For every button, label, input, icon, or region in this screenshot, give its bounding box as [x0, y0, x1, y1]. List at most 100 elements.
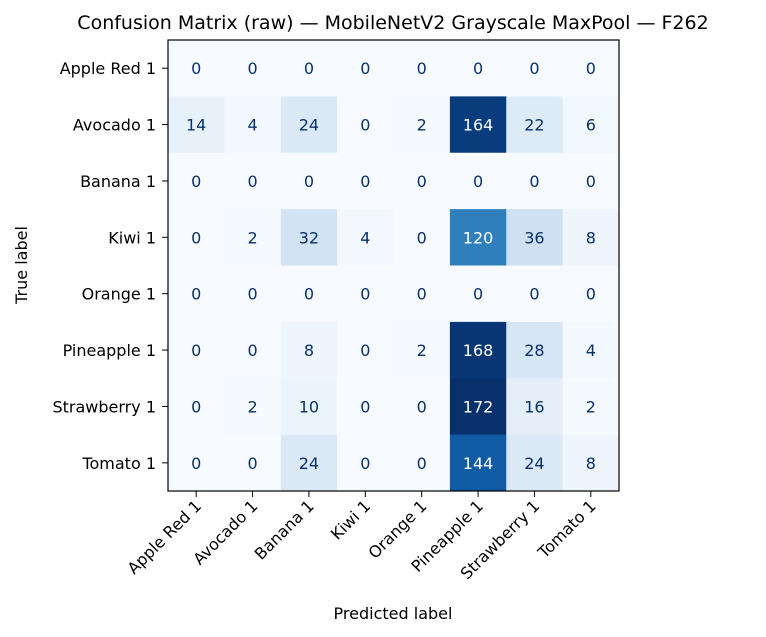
- heatmap-cell: [168, 152, 225, 210]
- cell-value-label: 0: [247, 59, 257, 78]
- x-axis-label: Predicted label: [334, 604, 453, 623]
- heatmap-cell: [168, 434, 225, 492]
- cell-value-label: 144: [463, 454, 494, 473]
- heatmap-cell: [562, 378, 620, 436]
- heatmap-cell: [168, 40, 225, 97]
- cell-value-label: 24: [299, 454, 319, 473]
- heatmap-cell: [449, 265, 507, 323]
- heatmap-cell: [506, 378, 564, 436]
- heatmap-cell: [224, 152, 282, 210]
- cell-value-label: 0: [473, 59, 483, 78]
- cell-value-label: 24: [299, 116, 319, 135]
- cell-value-label: 0: [304, 172, 314, 191]
- heatmap-cell: [393, 321, 451, 379]
- cell-value-label: 2: [247, 228, 257, 247]
- cell-value-label: 0: [191, 397, 201, 416]
- heatmap-cell: [224, 378, 282, 436]
- cell-value-label: 0: [247, 285, 257, 304]
- cell-value-label: 0: [473, 285, 483, 304]
- cell-value-label: 168: [463, 341, 494, 360]
- cell-value-label: 0: [191, 228, 201, 247]
- cell-value-label: 4: [360, 228, 370, 247]
- heatmap-cell: [562, 96, 620, 154]
- cell-value-label: 0: [586, 59, 596, 78]
- heatmap-cell: [337, 40, 394, 97]
- cell-value-label: 164: [463, 116, 494, 135]
- heatmap-cell: [562, 40, 620, 97]
- cell-value-label: 0: [417, 454, 427, 473]
- cell-value-label: 24: [524, 454, 544, 473]
- y-axis-ticks: Apple Red 1 Avocado 1 Banana 1 Kiwi 1 Orange…: [52, 59, 168, 473]
- heatmap-cell: [393, 209, 451, 266]
- cell-value-label: 2: [417, 116, 427, 135]
- cell-value-label: 0: [586, 172, 596, 191]
- cell-value-label: 28: [524, 341, 544, 360]
- heatmap-cell: [393, 40, 451, 97]
- heatmap-cell: [337, 152, 394, 210]
- cell-value-label: 8: [586, 454, 596, 473]
- x-tick-label: Apple Red 1: [123, 496, 205, 578]
- cell-value-label: 0: [417, 59, 427, 78]
- cell-value-label: 0: [360, 397, 370, 416]
- heatmap-cell: [393, 96, 451, 154]
- heatmap-cell: [337, 321, 394, 379]
- cell-value-label: 120: [463, 228, 494, 247]
- heatmap-cell: [280, 378, 338, 436]
- heatmap-cell: [280, 96, 338, 154]
- cell-value-label: 6: [586, 116, 596, 135]
- heatmap-cell: [506, 40, 564, 97]
- heatmap-cell: [337, 378, 394, 436]
- cell-value-label: 0: [360, 172, 370, 191]
- cell-value-label: 22: [524, 116, 544, 135]
- cell-value-label: 4: [247, 116, 257, 135]
- cell-value-label: 0: [417, 397, 427, 416]
- heatmap-cell: [168, 265, 225, 323]
- cell-value-label: 0: [304, 59, 314, 78]
- cell-value-label: 0: [417, 285, 427, 304]
- heatmap-cell: [280, 265, 338, 323]
- heatmap-cell: [449, 152, 507, 210]
- heatmap-cell: [562, 209, 620, 266]
- cell-value-label: 2: [586, 397, 596, 416]
- heatmap-cell: [562, 321, 620, 379]
- cell-value-label: 2: [417, 341, 427, 360]
- y-tick-label: Apple Red 1: [60, 59, 156, 78]
- heatmap-cell: [506, 152, 564, 210]
- cell-value-label: 0: [417, 172, 427, 191]
- cell-value-label: 0: [360, 59, 370, 78]
- cell-value-label: 0: [360, 285, 370, 304]
- y-axis-label: True label: [12, 226, 31, 305]
- heatmap-cell: [393, 434, 451, 492]
- heatmap-cell: [506, 209, 564, 266]
- cell-value-label: 0: [360, 454, 370, 473]
- cell-value-label: 10: [299, 397, 319, 416]
- heatmap-cell: [168, 96, 225, 154]
- cell-value-label: 36: [524, 228, 544, 247]
- y-tick-label: Pineapple 1: [63, 341, 156, 360]
- cell-value-label: 4: [586, 341, 596, 360]
- heatmap-cell: [280, 321, 338, 379]
- cell-value-label: 16: [524, 397, 544, 416]
- heatmap-cell: [449, 96, 507, 154]
- heatmap-cell: [280, 40, 338, 97]
- x-tick-label: Tomato 1: [533, 496, 599, 562]
- heatmap-cell: [393, 265, 451, 323]
- cell-value-label: 172: [463, 397, 494, 416]
- heatmap-cell: [562, 265, 620, 323]
- heatmap-cell: [280, 434, 338, 492]
- heatmap-cell: [449, 40, 507, 97]
- cell-value-label: 0: [529, 59, 539, 78]
- heatmap-cell: [506, 96, 564, 154]
- y-tick-label: Tomato 1: [81, 454, 156, 473]
- cell-value-label: 0: [247, 454, 257, 473]
- y-tick-label: Strawberry 1: [52, 397, 156, 416]
- y-tick-label: Avocado 1: [73, 116, 156, 135]
- y-tick-label: Banana 1: [80, 172, 156, 191]
- heatmap-cell: [449, 321, 507, 379]
- heatmap-cell: [506, 434, 564, 492]
- cell-value-label: 32: [299, 228, 319, 247]
- heatmap-cell: [449, 434, 507, 492]
- heatmap-cell: [280, 152, 338, 210]
- heatmap-cell: [224, 265, 282, 323]
- cell-value-label: 2: [247, 397, 257, 416]
